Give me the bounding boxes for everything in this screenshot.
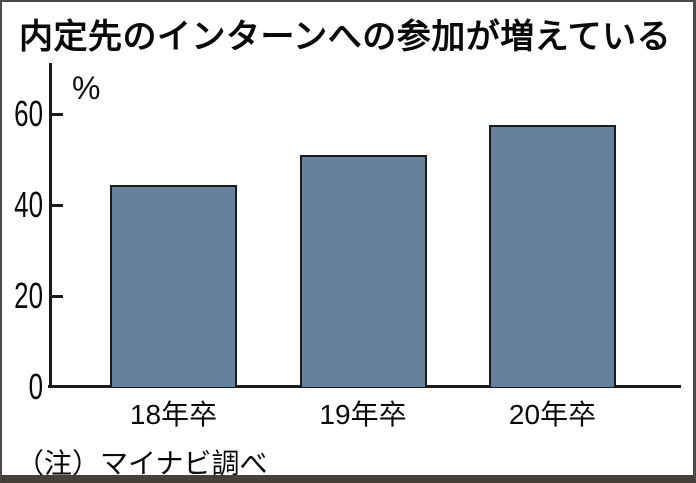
y-tick-mark-40 — [52, 203, 63, 207]
y-tick-mark-20 — [52, 294, 63, 298]
y-tick-mark-60 — [52, 112, 63, 116]
bar-chart-plot-area: % 0 20 40 60 18年卒 19年卒 20年卒 — [2, 2, 693, 475]
bar-19年卒 — [299, 154, 427, 387]
y-axis-unit-label: % — [72, 70, 101, 106]
x-tick-label-18年卒: 18年卒 — [129, 399, 218, 430]
chart-title: 内定先のインターンへの参加が増えている — [19, 18, 672, 56]
y-tick-label-0: 0 — [28, 366, 43, 407]
x-tick-label-20年卒: 20年卒 — [508, 399, 597, 430]
bar-20年卒 — [489, 125, 616, 387]
x-tick-label-19年卒: 19年卒 — [319, 399, 407, 430]
y-tick-label-60: 60 — [14, 93, 43, 134]
y-axis-line — [49, 63, 52, 388]
source-note: （注）マイナビ調べ — [16, 448, 268, 479]
y-tick-label-40: 40 — [14, 184, 43, 225]
y-tick-label-20: 20 — [14, 275, 43, 316]
bar-18年卒 — [110, 184, 237, 387]
